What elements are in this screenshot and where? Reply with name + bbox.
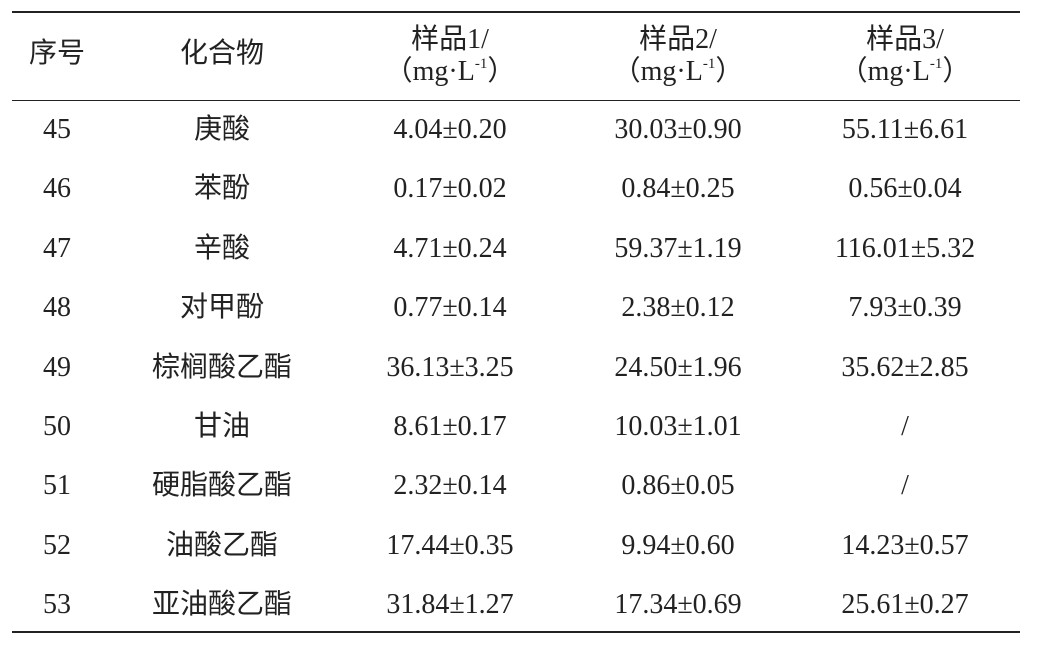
compound-name: 硬脂酸乙酯: [151, 470, 293, 502]
sample-value: 2.32±0.14: [393, 470, 507, 502]
unit-prefix: （mg·L: [384, 56, 475, 87]
unit-exponent: -1: [929, 56, 943, 72]
unit-prefix: （mg·L: [839, 56, 930, 87]
sample-value: 0.86±0.05: [621, 470, 735, 502]
sample-value: /: [901, 410, 909, 442]
header-cell: 样品2/（mg·L-1）: [613, 24, 744, 88]
row-index: 45: [43, 113, 71, 145]
header-cell: 化合物: [180, 38, 264, 70]
row-index: 49: [43, 351, 71, 383]
compound-name: 庚酸: [193, 113, 251, 145]
header-name: 样品1/: [411, 23, 489, 55]
sample-value: 0.84±0.25: [621, 173, 735, 205]
sample-value: 25.61±0.27: [841, 589, 969, 621]
sample-value: 10.03±1.01: [614, 410, 742, 442]
compound-name: 对甲酚: [179, 292, 265, 324]
sample-value: 24.50±1.96: [614, 351, 742, 383]
unit-suffix: ）: [942, 56, 971, 87]
row-index: 51: [43, 470, 71, 502]
sample-value: 7.93±0.39: [848, 292, 962, 324]
sample-value: 9.94±0.60: [621, 529, 735, 561]
sample-value: 36.13±3.25: [386, 351, 514, 383]
sample-value: 0.56±0.04: [848, 173, 962, 205]
compound-name: 辛酸: [193, 232, 251, 264]
row-index: 52: [43, 529, 71, 561]
header-name: 样品3/: [866, 23, 944, 55]
header-cell: 样品1/（mg·L-1）: [385, 24, 516, 88]
header-cell: 序号: [29, 38, 85, 70]
row-index: 50: [43, 410, 71, 442]
sample-value: 35.62±2.85: [841, 351, 969, 383]
sample-value: 59.37±1.19: [614, 232, 742, 264]
row-index: 53: [43, 589, 71, 621]
row-index: 46: [43, 173, 71, 205]
compound-name: 甘油: [193, 410, 251, 442]
sample-value: 14.23±0.57: [841, 529, 969, 561]
header-cell: 样品3/（mg·L-1）: [840, 24, 971, 88]
compound-name: 油酸乙酯: [165, 529, 279, 561]
compound-name: 亚油酸乙酯: [151, 589, 293, 621]
row-index: 48: [43, 292, 71, 324]
sample-value: /: [901, 470, 909, 502]
compound-name: 苯酚: [193, 173, 251, 205]
compound-name: 棕榈酸乙酯: [151, 351, 293, 383]
unit-exponent: -1: [702, 56, 716, 72]
sample-value: 55.11±6.61: [841, 113, 969, 145]
header-name: 序号: [28, 37, 86, 69]
sample-value: 116.01±5.32: [834, 232, 976, 264]
sample-value: 4.71±0.24: [393, 232, 507, 264]
header-rule: [12, 100, 1020, 101]
sample-value: 31.84±1.27: [386, 589, 514, 621]
unit-prefix: （mg·L: [612, 56, 703, 87]
sample-value: 2.38±0.12: [621, 292, 735, 324]
unit-suffix: ）: [487, 56, 516, 87]
sample-value: 30.03±0.90: [614, 113, 742, 145]
sample-value: 8.61±0.17: [393, 410, 507, 442]
header-name: 样品2/: [639, 23, 717, 55]
sample-value: 0.77±0.14: [393, 292, 507, 324]
unit-suffix: ）: [715, 56, 744, 87]
unit-exponent: -1: [474, 56, 488, 72]
sample-value: 17.34±0.69: [614, 589, 742, 621]
sample-value: 4.04±0.20: [393, 113, 507, 145]
bottom-rule: [12, 631, 1020, 633]
header-name: 化合物: [179, 37, 265, 69]
sample-value: 0.17±0.02: [393, 173, 507, 205]
row-index: 47: [43, 232, 71, 264]
top-rule: [12, 11, 1020, 13]
sample-value: 17.44±0.35: [386, 529, 514, 561]
